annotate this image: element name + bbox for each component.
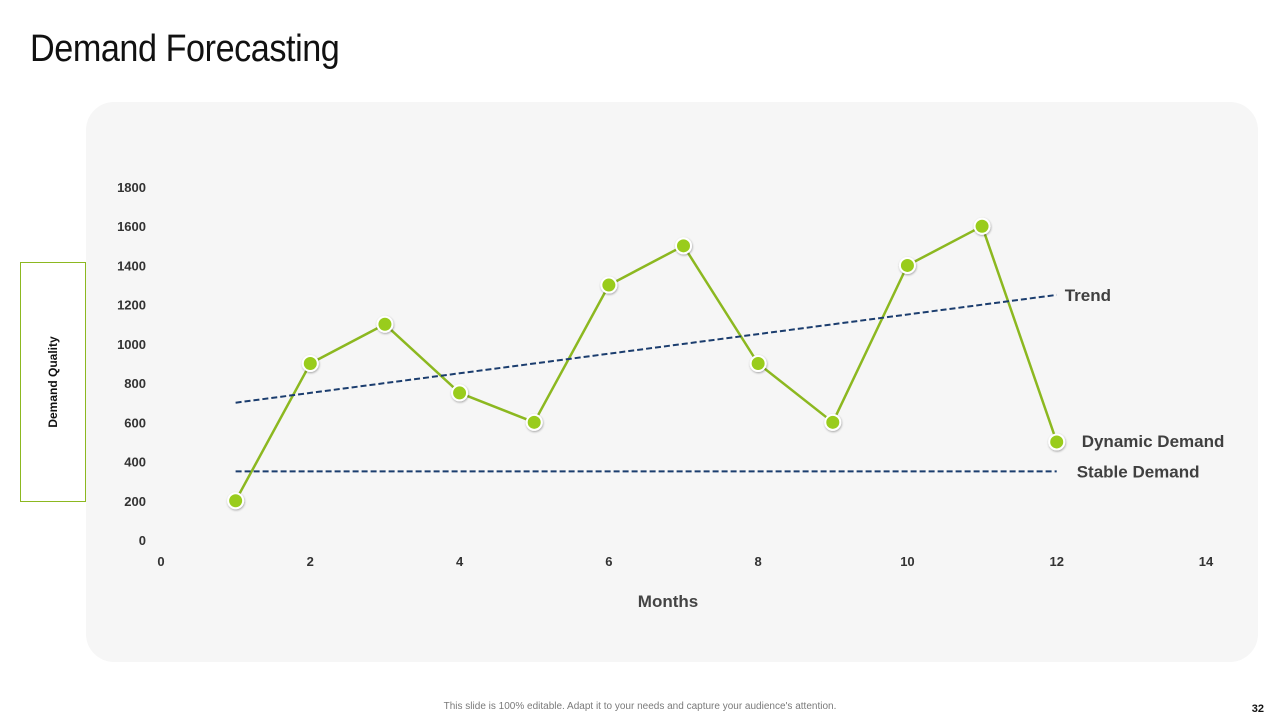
y-tick-label: 400 bbox=[124, 455, 146, 470]
x-tick-label: 2 bbox=[307, 554, 314, 569]
data-point bbox=[1048, 433, 1066, 451]
page-number: 32 bbox=[1251, 703, 1264, 715]
data-point bbox=[675, 237, 692, 255]
data-point bbox=[824, 413, 842, 431]
y-tick-label: 200 bbox=[124, 494, 146, 509]
y-tick-label: 1600 bbox=[117, 219, 146, 234]
x-tick-label: 12 bbox=[1049, 554, 1063, 569]
data-point bbox=[898, 256, 916, 274]
y-tick-label: 600 bbox=[124, 415, 146, 430]
x-tick-label: 14 bbox=[1199, 554, 1214, 569]
y-tick-label: 1400 bbox=[117, 258, 146, 273]
x-tick-label: 4 bbox=[456, 554, 464, 569]
x-tick-label: 10 bbox=[900, 554, 914, 569]
footer-note: This slide is 100% editable. Adapt it to… bbox=[443, 701, 837, 712]
x-tick-label: 8 bbox=[755, 554, 762, 569]
y-tick-label: 1800 bbox=[117, 180, 146, 195]
data-point bbox=[301, 355, 319, 372]
data-point bbox=[600, 276, 618, 294]
y-axis-label-box: Demand Quality bbox=[20, 262, 86, 502]
data-point bbox=[973, 217, 991, 235]
x-axis-label: Months bbox=[638, 592, 698, 611]
y-tick-label: 800 bbox=[124, 376, 146, 391]
series-label: Stable Demand bbox=[1077, 462, 1200, 481]
data-point bbox=[227, 492, 245, 510]
series-line-trend bbox=[235, 293, 1057, 404]
y-tick-label: 1200 bbox=[117, 298, 146, 313]
data-point bbox=[749, 355, 767, 372]
y-tick-label: 0 bbox=[139, 533, 146, 548]
chart-panel bbox=[86, 102, 1258, 662]
y-tick-label: 1000 bbox=[117, 337, 146, 352]
series-label: Trend bbox=[1065, 286, 1111, 305]
data-point bbox=[525, 413, 543, 431]
x-tick-label: 0 bbox=[157, 554, 164, 569]
x-tick-label: 6 bbox=[605, 554, 612, 569]
data-point bbox=[376, 315, 394, 333]
series-line-dynamic-demand bbox=[234, 224, 1058, 502]
data-point bbox=[451, 384, 469, 402]
series-label: Dynamic Demand bbox=[1082, 432, 1225, 451]
slide-title: Demand Forecasting bbox=[30, 28, 340, 70]
